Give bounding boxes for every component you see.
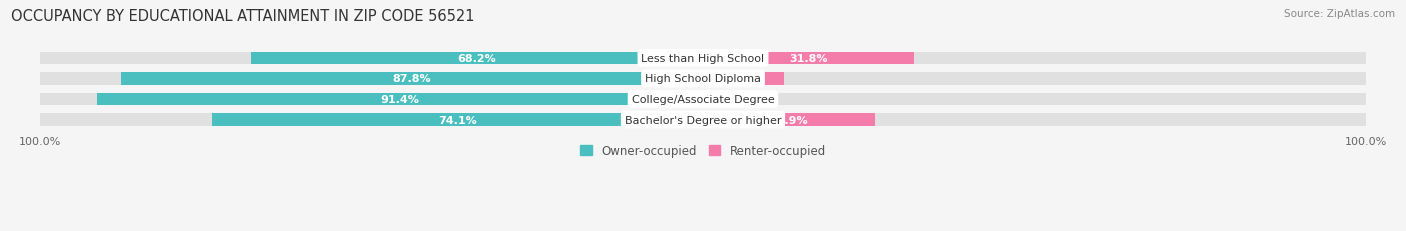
Bar (250, 52, 703, 65)
Bar (703, 114, 875, 126)
Bar (41, 93, 1365, 106)
Bar (703, 93, 761, 106)
Bar (703, 52, 914, 65)
Text: Less than High School: Less than High School (641, 54, 765, 64)
Bar (212, 114, 703, 126)
Text: 8.6%: 8.6% (716, 94, 747, 104)
Text: 31.8%: 31.8% (789, 54, 828, 64)
Text: 74.1%: 74.1% (439, 115, 477, 125)
Text: OCCUPANCY BY EDUCATIONAL ATTAINMENT IN ZIP CODE 56521: OCCUPANCY BY EDUCATIONAL ATTAINMENT IN Z… (11, 9, 475, 24)
Legend: Owner-occupied, Renter-occupied: Owner-occupied, Renter-occupied (579, 144, 827, 157)
Text: 12.2%: 12.2% (724, 74, 762, 84)
Bar (703, 73, 785, 85)
Bar (97, 93, 703, 106)
Text: High School Diploma: High School Diploma (645, 74, 761, 84)
Bar (41, 73, 1365, 85)
Text: College/Associate Degree: College/Associate Degree (631, 94, 775, 104)
Text: Source: ZipAtlas.com: Source: ZipAtlas.com (1284, 9, 1395, 19)
Text: 87.8%: 87.8% (392, 74, 432, 84)
Bar (121, 73, 703, 85)
Bar (41, 114, 1365, 126)
Text: 68.2%: 68.2% (457, 54, 496, 64)
Bar (41, 52, 1365, 65)
Text: 25.9%: 25.9% (769, 115, 808, 125)
Text: Bachelor's Degree or higher: Bachelor's Degree or higher (624, 115, 782, 125)
Text: 91.4%: 91.4% (381, 94, 419, 104)
